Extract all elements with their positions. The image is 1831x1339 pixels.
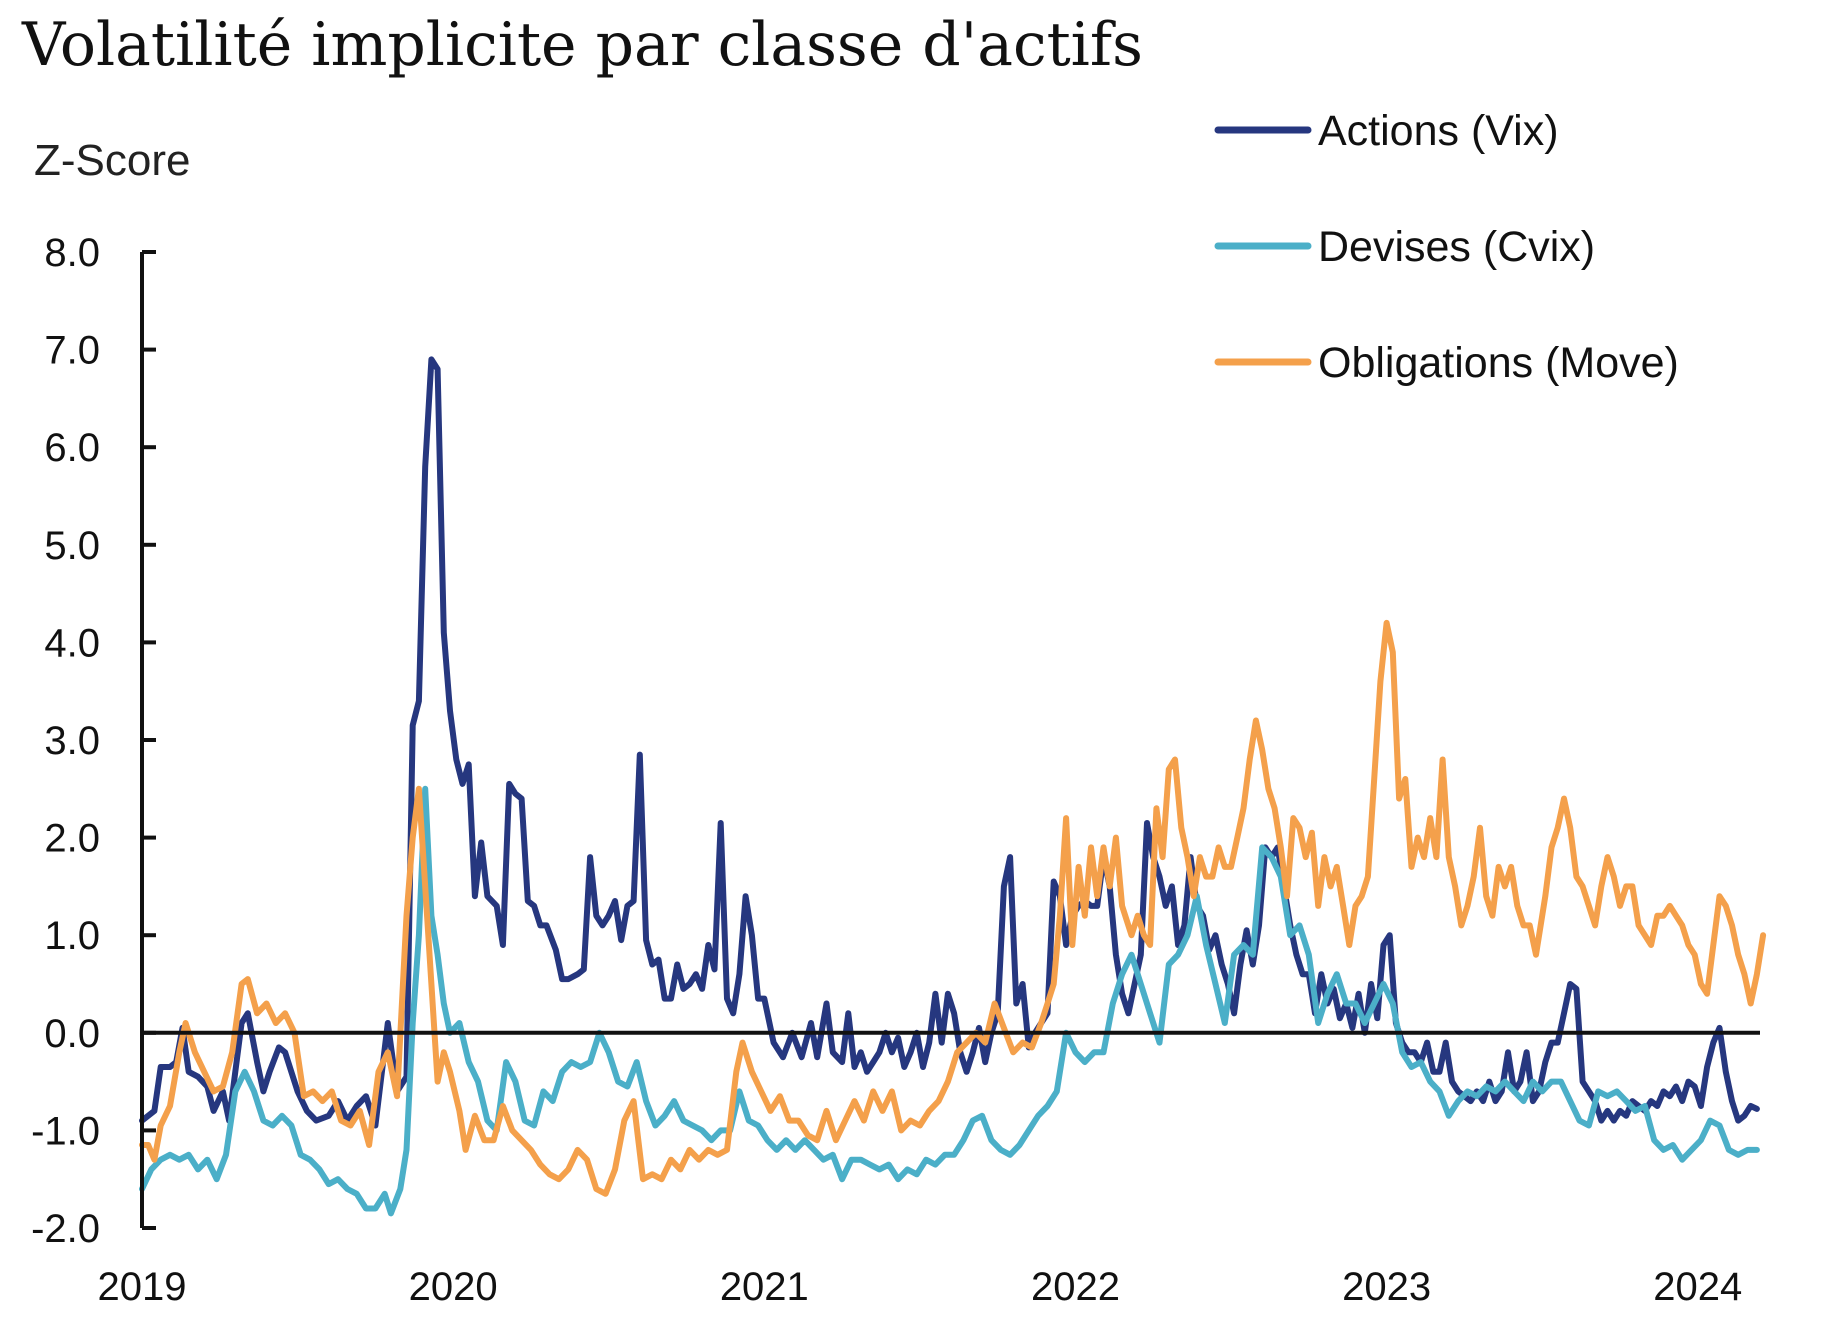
x-tick-label: 2023 [1342,1265,1431,1309]
x-tick-label: 2019 [98,1265,187,1309]
y-tick-label: 1.0 [44,914,100,958]
y-tick-label: 8.0 [44,231,100,275]
x-axis-ticks: 2019 2020 2021 2022 2023 2024 [98,1265,1743,1309]
y-tick-label: 5.0 [44,524,100,568]
chart-axes [140,252,1760,1228]
chart-title: Volatilité implicite par classe d'actifs [22,10,1143,80]
y-tick-label: 3.0 [44,719,100,763]
y-tick-label: -1.0 [31,1109,100,1153]
y-tick-label: 6.0 [44,426,100,470]
x-tick-label: 2022 [1031,1265,1120,1309]
legend-label: Obligations (Move) [1318,339,1679,387]
legend-label: Devises (Cvix) [1318,223,1595,271]
y-tick-label: 7.0 [44,329,100,373]
series-line [139,356,1760,1129]
x-tick-label: 2021 [720,1265,809,1309]
legend-label: Actions (Vix) [1318,107,1559,155]
y-tick-label: -2.0 [31,1207,100,1251]
series-line [139,785,1760,1217]
y-axis-ticks: 8.0 7.0 6.0 5.0 4.0 3.0 2.0 1.0 0.0 -1.0 -2.0 [31,231,156,1251]
series-line [139,619,1767,1197]
chart-series [139,356,1767,1217]
x-tick-label: 2024 [1653,1265,1742,1309]
chart-legend: Actions (Vix) Devises (Cvix) Obligations (… [1214,107,1679,387]
y-tick-label: 2.0 [44,817,100,861]
x-tick-label: 2020 [409,1265,498,1309]
y-axis-label: Z-Score [34,136,191,185]
y-tick-label: 0.0 [44,1012,100,1056]
y-tick-label: 4.0 [44,621,100,665]
